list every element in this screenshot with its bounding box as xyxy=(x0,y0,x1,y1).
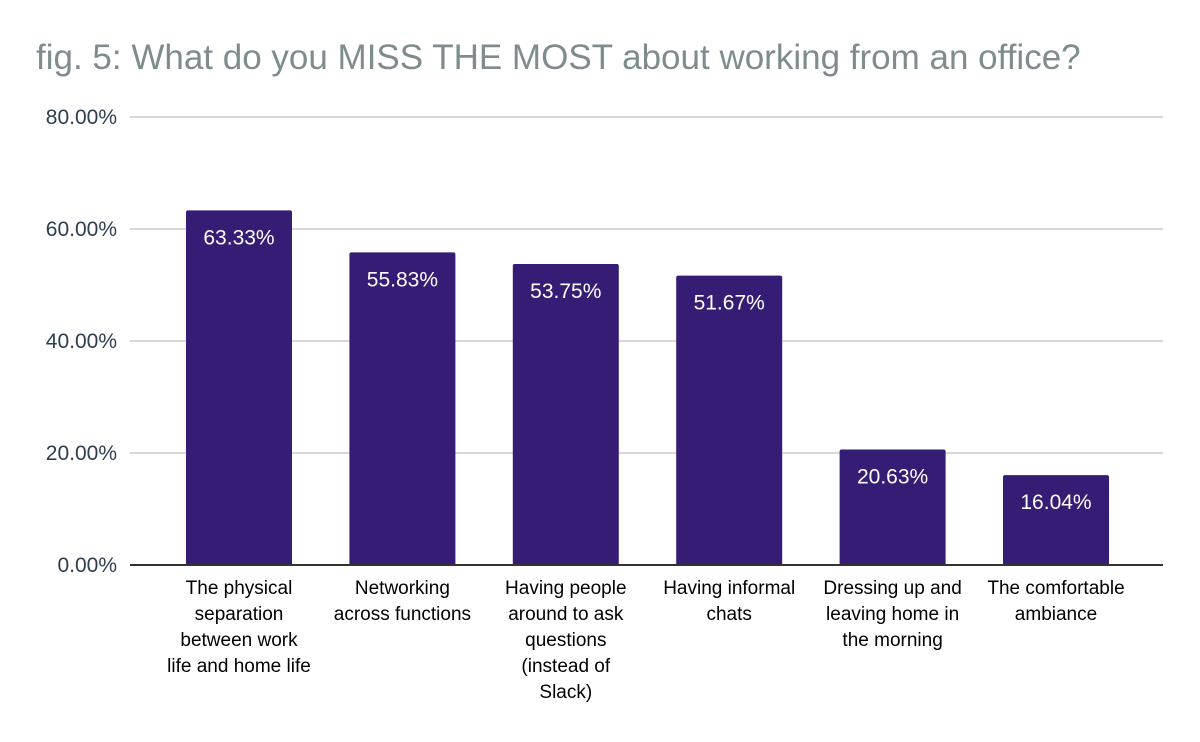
y-tick-label: 40.00% xyxy=(46,330,117,353)
x-tick-label-line: leaving home in xyxy=(826,604,959,625)
data-label: 55.83% xyxy=(367,268,438,291)
data-labels: 63.33% 55.83% 53.75% 51.67% 20.63% 16.04% xyxy=(203,226,1091,514)
bar xyxy=(1003,475,1109,565)
data-label: 20.63% xyxy=(857,465,928,488)
chart-title: fig. 5: What do you MISS THE MOST about … xyxy=(36,38,1081,77)
y-axis-ticks: 0.00% 20.00% 40.00% 60.00% 80.00% xyxy=(46,106,117,577)
gridlines xyxy=(130,116,1163,454)
x-tick-label-line: life and home life xyxy=(167,656,311,677)
x-tick-label-line: ambiance xyxy=(1015,604,1097,625)
x-tick-label-line: between work xyxy=(180,630,298,651)
x-tick-label-line: Slack) xyxy=(539,682,592,703)
data-label: 16.04% xyxy=(1020,491,1091,514)
bars xyxy=(186,210,1109,566)
x-tick-label: The physical separation between work life a… xyxy=(167,578,311,677)
data-label: 53.75% xyxy=(530,280,601,303)
y-tick-label: 60.00% xyxy=(46,218,117,241)
x-tick-label: Networking across functions xyxy=(334,578,471,625)
x-tick-label-line: (instead of xyxy=(521,656,610,677)
x-tick-label: Dressing up and leaving home in the mornin… xyxy=(823,578,961,651)
x-tick-label-line: the morning xyxy=(842,630,942,651)
x-tick-label-line: The physical xyxy=(186,578,293,599)
x-tick-label: The comfortable ambiance xyxy=(987,578,1124,625)
x-tick-label: Having informal chats xyxy=(663,578,795,625)
data-label: 51.67% xyxy=(694,292,765,315)
bar xyxy=(186,210,292,566)
x-tick-label-line: The comfortable xyxy=(987,578,1124,599)
x-tick-label-line: Dressing up and xyxy=(823,578,961,599)
bar xyxy=(512,264,619,565)
x-tick-label-line: separation xyxy=(195,604,284,625)
data-label: 63.33% xyxy=(203,226,274,249)
y-tick-label: 0.00% xyxy=(57,554,117,577)
x-tick-label-line: questions xyxy=(525,630,606,651)
bar xyxy=(676,275,783,565)
bar xyxy=(349,252,456,566)
x-tick-label-line: Having people xyxy=(505,578,626,599)
bar xyxy=(839,449,946,565)
x-tick-label-line: chats xyxy=(706,604,751,625)
x-tick-label-line: across functions xyxy=(334,604,471,625)
x-axis-ticks: The physical separation between work life a… xyxy=(167,578,1124,703)
x-tick-label-line: Having informal xyxy=(663,578,795,599)
y-tick-label: 20.00% xyxy=(46,442,117,465)
y-tick-label: 80.00% xyxy=(46,106,117,129)
x-tick-label-line: Networking xyxy=(355,578,450,599)
x-tick-label: Having people around to ask questions (inst… xyxy=(505,578,626,703)
x-tick-label-line: around to ask xyxy=(508,604,624,625)
